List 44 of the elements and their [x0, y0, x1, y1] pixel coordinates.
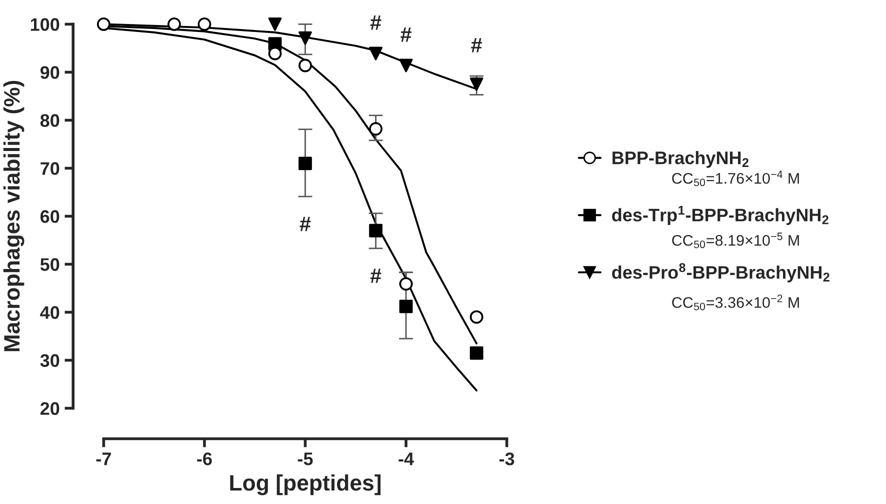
point	[298, 58, 312, 72]
y-tick-label: 90	[40, 66, 60, 79]
x-tick-label: -3	[499, 452, 514, 466]
text: CC$_{50}$=3.36×10$^{−2}$ M	[672, 294, 799, 310]
x-tick-label: -4	[398, 452, 414, 466]
annotation: #	[400, 28, 412, 42]
x-axis-title: Log [peptides]	[230, 474, 381, 496]
point	[470, 346, 484, 360]
y-tick-label: 30	[40, 354, 60, 367]
point	[268, 17, 282, 31]
point	[369, 46, 382, 60]
y-tick-label: 80	[40, 114, 60, 127]
y-tick-label: 40	[40, 306, 60, 319]
x-tick-label: -7	[96, 452, 111, 466]
x-tick-label: -6	[197, 452, 212, 466]
y-tick-label: 60	[40, 210, 60, 223]
point	[167, 17, 181, 31]
point	[470, 77, 484, 91]
annotation: #	[370, 268, 382, 283]
point	[298, 31, 312, 45]
point	[399, 58, 413, 72]
x-tick-label: -5	[298, 452, 313, 466]
point	[268, 46, 282, 60]
legend-label: des-Pro$^{8}$-BPP-BrachyNH$_{2}$	[612, 263, 830, 282]
y-tick-label: 50	[40, 258, 60, 271]
point	[399, 277, 413, 291]
point	[298, 156, 312, 170]
point	[369, 122, 382, 136]
annotation: #	[471, 38, 482, 52]
point	[399, 300, 413, 314]
text: CC$_{50}$=8.19×10$^{−5}$ M	[672, 232, 799, 248]
point	[369, 224, 382, 238]
text: CC$_{50}$=1.76×10$^{−4}$ M	[672, 170, 799, 186]
point	[198, 17, 212, 31]
annotation: #	[370, 16, 382, 30]
y-tick-label: 20	[40, 402, 60, 415]
legend-label: BPP-BrachyNH$_{2}$	[612, 151, 748, 168]
y-tick-label: 70	[40, 162, 60, 175]
point	[96, 17, 110, 31]
y-axis-title: Macrophages viability (%)	[3, 80, 24, 352]
legend-label: des-Trp$^{1}$-BPP-BrachyNH$_{2}$	[612, 206, 828, 226]
annotation: #	[300, 216, 311, 232]
point	[470, 310, 484, 324]
y-tick-label: 100	[30, 18, 60, 31]
